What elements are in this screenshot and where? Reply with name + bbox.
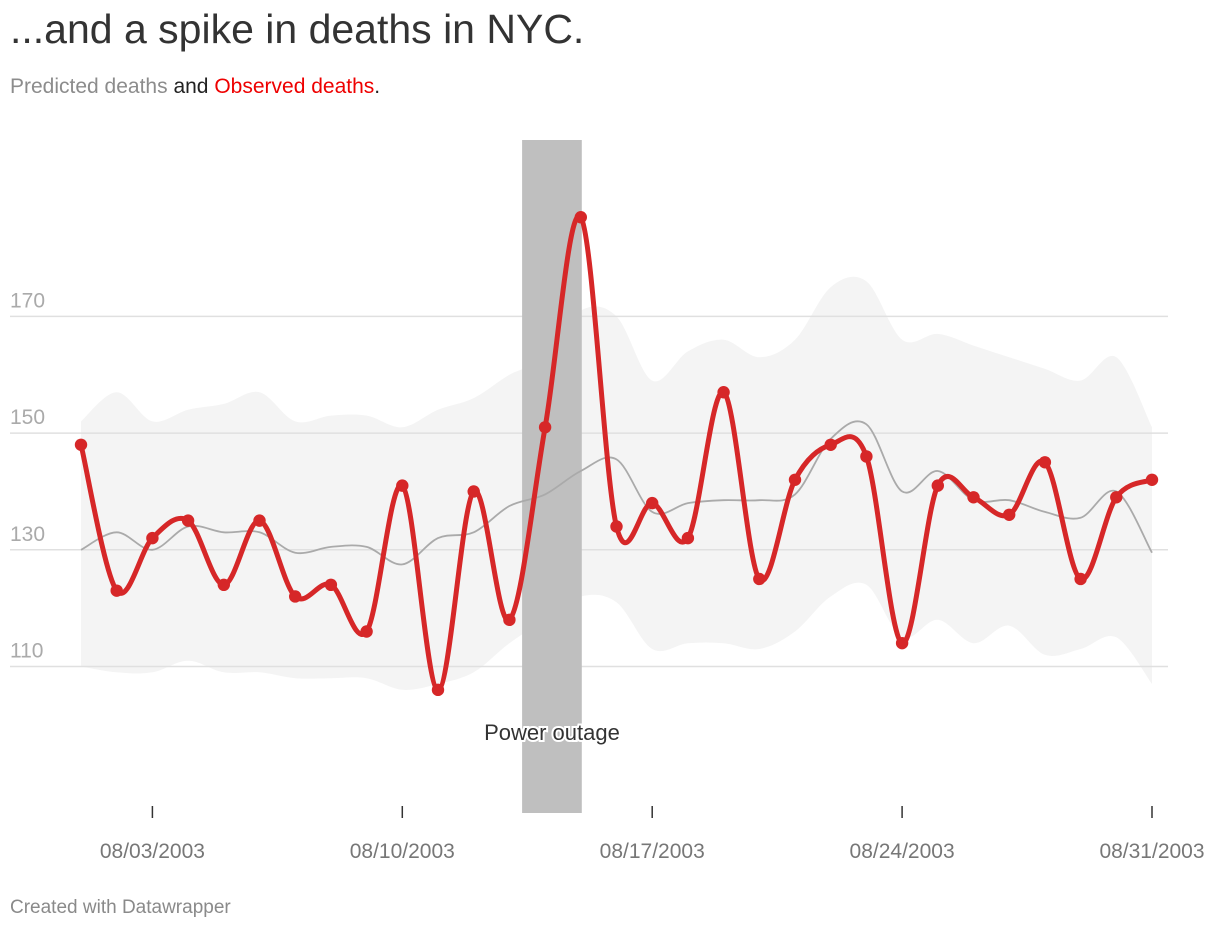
y-tick-label-150: 150 xyxy=(10,406,45,429)
x-tick-label-08/10/2003: 08/10/2003 xyxy=(350,840,455,863)
observed-point-08/21/2003 xyxy=(788,473,802,486)
footer-credit: Created with Datawrapper xyxy=(10,897,231,918)
observed-point-08/08/2003 xyxy=(324,578,338,592)
observed-point-08/04/2003 xyxy=(181,514,195,527)
observed-point-08/07/2003 xyxy=(289,590,302,603)
observed-point-08/24/2003 xyxy=(895,636,909,650)
observed-point-08/05/2003 xyxy=(217,578,230,592)
observed-point-08/23/2003 xyxy=(860,450,873,463)
y-tick-label-110: 110 xyxy=(10,640,43,663)
observed-point-08/20/2003 xyxy=(753,572,766,586)
x-tick-label-08/17/2003: 08/17/2003 xyxy=(600,840,705,863)
observed-point-08/10/2003 xyxy=(396,479,409,492)
x-tick-label-08/03/2003: 08/03/2003 xyxy=(100,840,205,863)
observed-point-08/27/2003 xyxy=(1003,508,1016,521)
power-outage-label: Power outage xyxy=(484,720,620,745)
x-tick-label-08/24/2003: 08/24/2003 xyxy=(850,840,955,863)
legend-period: . xyxy=(374,75,381,98)
observed-point-08/28/2003 xyxy=(1038,456,1052,469)
observed-point-08/01/2003 xyxy=(74,438,88,451)
observed-point-08/30/2003 xyxy=(1110,491,1123,504)
y-tick-label-130: 130 xyxy=(10,523,45,546)
observed-point-08/29/2003 xyxy=(1074,572,1087,586)
observed-point-08/02/2003 xyxy=(110,584,123,597)
observed-point-08/15/2003 xyxy=(574,211,587,224)
observed-point-08/17/2003 xyxy=(646,496,659,510)
observed-point-08/22/2003 xyxy=(824,438,837,451)
observed-point-08/26/2003 xyxy=(967,491,980,504)
observed-point-08/03/2003 xyxy=(146,531,159,545)
observed-point-08/13/2003 xyxy=(503,613,516,627)
observed-point-08/14/2003 xyxy=(538,421,552,434)
legend-observed-label: Observed deaths xyxy=(214,75,375,98)
observed-point-08/09/2003 xyxy=(360,625,373,638)
observed-point-08/31/2003 xyxy=(1145,473,1159,486)
observed-point-08/06/2003 xyxy=(253,514,266,527)
observed-point-08/18/2003 xyxy=(681,531,695,545)
observed-point-08/16/2003 xyxy=(610,520,623,533)
observed-point-08/11/2003 xyxy=(431,683,445,697)
observed-point-08/25/2003 xyxy=(931,479,944,492)
x-tick-label-08/31/2003: 08/31/2003 xyxy=(1099,840,1204,863)
legend-predicted-label: Predicted deaths xyxy=(10,75,168,98)
prediction-range-band xyxy=(81,276,1152,690)
legend-connector: and xyxy=(173,75,209,98)
chart-title: ...and a spike in deaths in NYC. xyxy=(10,6,585,52)
y-tick-label-170: 170 xyxy=(10,289,45,312)
observed-point-08/19/2003 xyxy=(717,386,730,399)
line-chart: 110 130 150 170 Power outage 08/03/2003 08/10/… xyxy=(10,140,1205,863)
chart-subtitle: Predicted deaths and Observed deaths. xyxy=(10,75,380,99)
observed-point-08/12/2003 xyxy=(467,485,480,498)
